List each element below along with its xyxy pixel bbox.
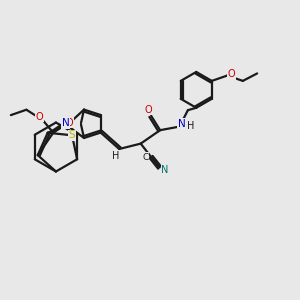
Text: O: O: [66, 118, 74, 128]
Text: C: C: [143, 153, 149, 162]
Text: H: H: [112, 151, 119, 160]
Text: S: S: [69, 130, 75, 140]
Text: N: N: [161, 165, 169, 175]
Text: N: N: [62, 118, 70, 128]
Text: O: O: [228, 69, 235, 79]
Text: O: O: [35, 112, 43, 122]
Text: N: N: [178, 118, 185, 129]
Text: O: O: [144, 105, 152, 115]
Text: H: H: [187, 121, 195, 131]
